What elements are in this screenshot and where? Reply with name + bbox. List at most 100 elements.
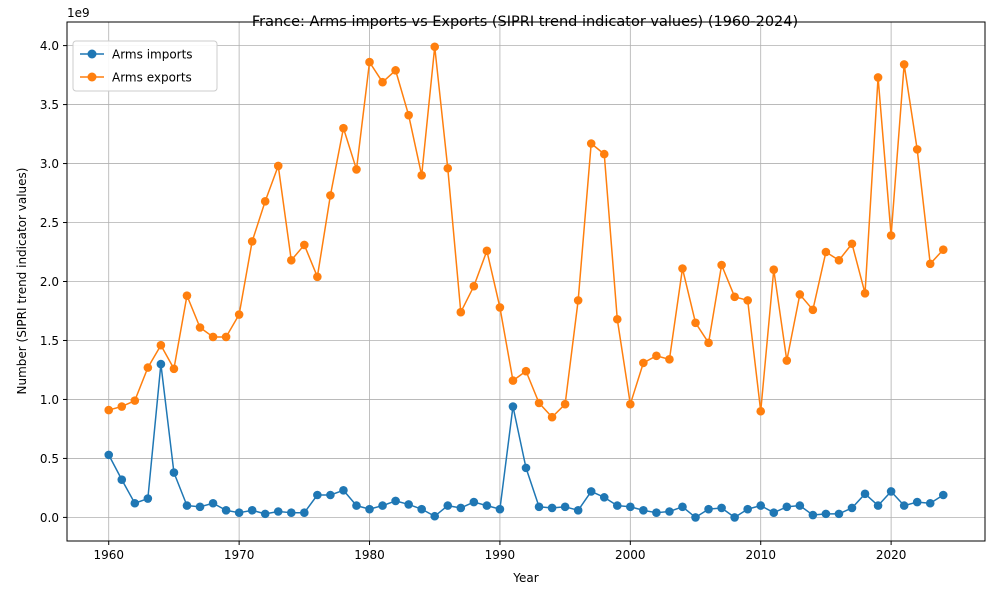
data-point-exports <box>208 332 218 342</box>
data-point-imports <box>756 501 766 510</box>
data-point-exports <box>547 412 557 422</box>
data-point-exports <box>104 405 114 415</box>
data-point-exports <box>599 149 609 159</box>
data-point-exports <box>691 318 700 328</box>
data-point-imports <box>925 498 935 508</box>
data-point-imports <box>404 500 413 509</box>
data-point-imports <box>365 504 374 514</box>
data-point-imports <box>352 501 361 510</box>
x-tick-label: 1990 <box>485 548 516 562</box>
data-point-imports <box>639 506 648 515</box>
data-point-exports <box>573 296 583 305</box>
data-point-exports <box>182 291 192 300</box>
data-point-exports <box>808 305 818 315</box>
data-point-exports <box>378 77 387 87</box>
data-point-imports <box>795 501 805 510</box>
y-tick-label: 2.0 <box>40 275 59 289</box>
y-tick-label: 3.0 <box>40 157 59 171</box>
data-point-exports <box>834 255 844 265</box>
data-point-imports <box>378 501 387 510</box>
data-point-imports <box>534 502 544 512</box>
data-point-exports <box>521 366 531 376</box>
data-point-imports <box>169 468 179 477</box>
data-point-exports <box>352 165 361 174</box>
y-tick-label: 1.5 <box>40 334 59 348</box>
data-point-imports <box>208 498 218 508</box>
data-point-imports <box>860 489 870 499</box>
data-point-exports <box>847 239 857 249</box>
data-point-exports <box>260 196 270 206</box>
data-point-imports <box>599 493 609 502</box>
data-point-exports <box>821 247 831 257</box>
data-point-exports <box>430 42 440 52</box>
data-point-imports <box>117 475 127 484</box>
data-point-exports <box>586 139 596 148</box>
y-tick-label: 0.0 <box>40 511 59 525</box>
data-point-exports <box>730 292 739 302</box>
data-point-exports <box>117 402 127 411</box>
y-tick-label: 4.0 <box>40 39 59 53</box>
data-point-exports <box>860 289 870 298</box>
data-point-exports <box>273 161 283 171</box>
data-point-imports <box>300 508 309 517</box>
data-point-exports <box>639 358 648 368</box>
data-point-imports <box>417 504 426 514</box>
x-tick-label: 1980 <box>354 548 385 562</box>
data-point-imports <box>234 508 244 517</box>
data-point-exports <box>365 57 374 67</box>
data-point-exports <box>221 332 231 342</box>
data-point-imports <box>573 506 583 515</box>
data-point-imports <box>469 497 479 507</box>
data-point-imports <box>873 501 883 510</box>
data-point-exports <box>534 398 544 408</box>
y-tick-label: 2.5 <box>40 216 59 230</box>
data-point-imports <box>678 502 687 512</box>
data-point-exports <box>234 310 244 319</box>
data-point-exports <box>143 363 153 372</box>
data-point-exports <box>769 265 779 275</box>
data-point-exports <box>443 163 453 173</box>
legend-imports-label: Arms imports <box>112 48 193 62</box>
data-point-imports <box>821 509 831 519</box>
data-point-imports <box>273 507 283 516</box>
data-point-imports <box>443 501 453 510</box>
legend-exports-label: Arms exports <box>112 71 192 85</box>
data-point-imports <box>847 503 857 513</box>
data-point-exports <box>704 338 713 348</box>
data-point-exports <box>912 145 922 154</box>
data-point-exports <box>899 60 909 69</box>
data-point-imports <box>612 501 622 510</box>
data-point-imports <box>104 450 114 460</box>
data-point-exports <box>339 123 348 133</box>
data-point-exports <box>756 406 766 416</box>
data-point-imports <box>704 504 713 514</box>
legend-box <box>72 40 218 92</box>
data-point-imports <box>691 513 700 522</box>
data-point-exports <box>456 307 466 317</box>
data-point-imports <box>560 502 570 512</box>
data-point-imports <box>743 504 752 514</box>
data-point-exports <box>195 323 205 332</box>
data-point-exports <box>665 355 674 364</box>
data-point-imports <box>899 501 909 510</box>
data-point-imports <box>182 501 192 510</box>
legend: Arms imports Arms exports <box>72 40 218 92</box>
data-point-imports <box>143 494 153 503</box>
series-exports <box>104 42 948 422</box>
data-point-exports <box>652 351 661 361</box>
data-point-exports <box>678 264 687 273</box>
data-point-exports <box>612 314 622 324</box>
data-point-imports <box>665 507 674 516</box>
data-point-exports <box>925 259 935 269</box>
data-point-imports <box>495 504 505 514</box>
x-tick-label: 2000 <box>615 548 646 562</box>
data-point-exports <box>495 303 505 312</box>
data-point-imports <box>326 490 335 500</box>
data-point-imports <box>156 359 166 369</box>
data-point-exports <box>391 66 400 75</box>
data-point-imports <box>586 487 596 496</box>
data-point-imports <box>260 509 270 519</box>
data-point-imports <box>391 496 400 506</box>
data-point-exports <box>404 110 413 120</box>
